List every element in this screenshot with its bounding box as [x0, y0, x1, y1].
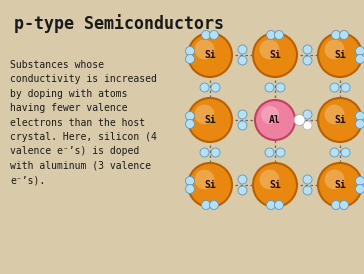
Circle shape: [186, 176, 194, 185]
Circle shape: [186, 184, 194, 193]
Text: p-type Semiconductors: p-type Semiconductors: [14, 14, 224, 33]
Circle shape: [200, 83, 209, 92]
Circle shape: [266, 30, 276, 39]
Circle shape: [356, 176, 364, 185]
Circle shape: [238, 45, 247, 54]
Circle shape: [356, 47, 364, 56]
Circle shape: [195, 170, 214, 189]
Circle shape: [340, 201, 348, 210]
Circle shape: [294, 115, 305, 125]
Circle shape: [318, 33, 362, 77]
Circle shape: [266, 201, 276, 210]
Text: Si: Si: [204, 115, 216, 125]
Text: Substances whose
conductivity is increased
by doping with atoms
having fewer val: Substances whose conductivity is increas…: [10, 60, 157, 185]
Circle shape: [202, 30, 210, 39]
Circle shape: [238, 56, 247, 65]
Circle shape: [195, 40, 214, 59]
Circle shape: [303, 45, 312, 54]
Circle shape: [303, 121, 312, 130]
Circle shape: [238, 121, 247, 130]
Circle shape: [255, 100, 295, 140]
Circle shape: [211, 148, 220, 157]
Circle shape: [303, 186, 312, 195]
Circle shape: [210, 201, 218, 210]
Circle shape: [186, 112, 194, 121]
Circle shape: [261, 106, 279, 124]
Circle shape: [260, 40, 280, 59]
Circle shape: [356, 184, 364, 193]
Circle shape: [265, 83, 274, 92]
Circle shape: [274, 201, 284, 210]
Circle shape: [303, 175, 312, 184]
Circle shape: [188, 163, 232, 207]
Circle shape: [253, 163, 297, 207]
Circle shape: [188, 98, 232, 142]
Circle shape: [276, 148, 285, 157]
Circle shape: [356, 119, 364, 129]
Circle shape: [325, 105, 344, 124]
Circle shape: [238, 175, 247, 184]
Circle shape: [332, 201, 340, 210]
Circle shape: [211, 83, 220, 92]
Text: Si: Si: [204, 50, 216, 60]
Text: Si: Si: [334, 180, 346, 190]
Circle shape: [210, 30, 218, 39]
Circle shape: [330, 83, 339, 92]
Circle shape: [303, 56, 312, 65]
Circle shape: [341, 83, 350, 92]
Circle shape: [253, 33, 297, 77]
Circle shape: [276, 83, 285, 92]
Circle shape: [186, 47, 194, 56]
Text: Si: Si: [204, 180, 216, 190]
Circle shape: [332, 30, 340, 39]
Text: Si: Si: [269, 180, 281, 190]
Circle shape: [188, 33, 232, 77]
Circle shape: [200, 148, 209, 157]
Circle shape: [325, 170, 344, 189]
Text: Al: Al: [269, 115, 281, 125]
Circle shape: [238, 186, 247, 195]
Text: Si: Si: [269, 50, 281, 60]
Circle shape: [202, 201, 210, 210]
Text: Si: Si: [334, 115, 346, 125]
Circle shape: [330, 148, 339, 157]
Circle shape: [195, 105, 214, 124]
Circle shape: [356, 112, 364, 121]
Circle shape: [260, 170, 280, 189]
Circle shape: [238, 110, 247, 119]
Circle shape: [265, 148, 274, 157]
Circle shape: [274, 30, 284, 39]
Circle shape: [340, 30, 348, 39]
Circle shape: [356, 55, 364, 64]
Circle shape: [318, 163, 362, 207]
Circle shape: [303, 110, 312, 119]
Text: Si: Si: [334, 50, 346, 60]
Circle shape: [186, 55, 194, 64]
Circle shape: [325, 40, 344, 59]
Circle shape: [318, 98, 362, 142]
Circle shape: [186, 119, 194, 129]
Circle shape: [341, 148, 350, 157]
